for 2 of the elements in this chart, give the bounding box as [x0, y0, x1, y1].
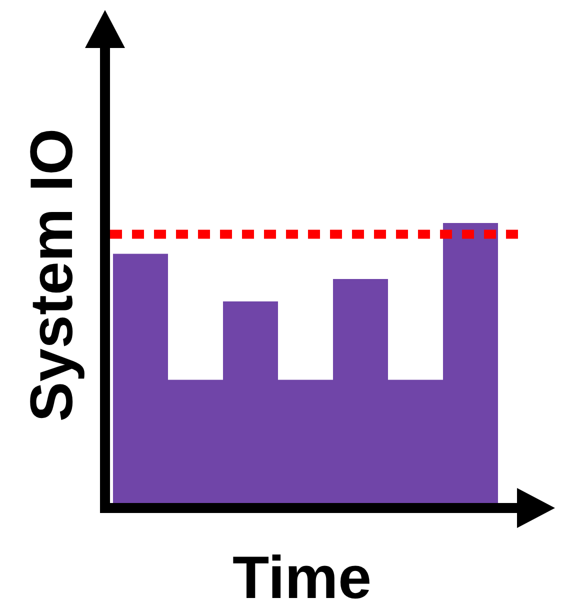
x-axis-title: Time	[232, 544, 372, 607]
y-axis-title: System IO	[18, 128, 85, 422]
